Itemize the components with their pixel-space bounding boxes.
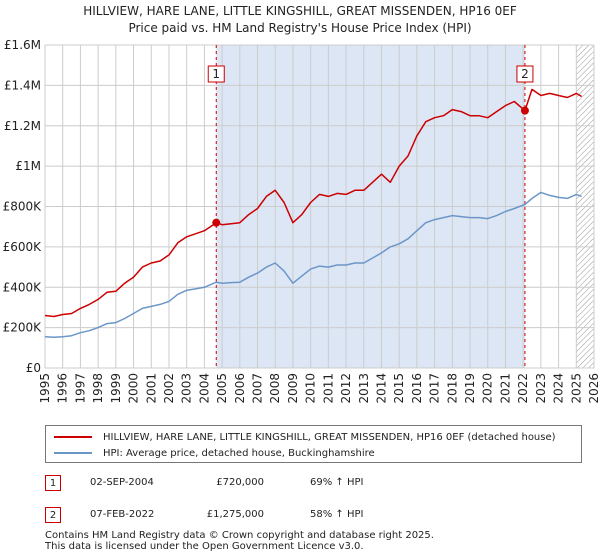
legend-swatch-hpi bbox=[54, 452, 92, 454]
x-tick-label: 2000 bbox=[127, 373, 141, 404]
x-tick-label: 2025 bbox=[569, 373, 583, 404]
price-chart: 1 2 £0 £200K £400K £600K £800K £1M £1.2M £1.4M £1… bbox=[3, 38, 600, 404]
y-tick-label: £1.2M bbox=[4, 119, 41, 133]
legend-label-hpi: HPI: Average price, detached house, Buck… bbox=[103, 447, 375, 459]
footer-licence: This data is licensed under the Open Gov… bbox=[45, 541, 364, 552]
x-tick-label: 2012 bbox=[339, 373, 353, 404]
y-tick-label: £0 bbox=[26, 361, 41, 375]
sale-label-number: 1 bbox=[212, 67, 220, 81]
x-tick-label: 2007 bbox=[251, 373, 265, 404]
x-tick-label: 2001 bbox=[144, 373, 158, 404]
y-tick-label: £600K bbox=[3, 240, 43, 254]
sale-point bbox=[212, 218, 221, 227]
x-tick-label: 2013 bbox=[357, 373, 371, 404]
x-tick-label: 2022 bbox=[516, 373, 530, 404]
x-tick-label: 2014 bbox=[374, 373, 388, 404]
sale-label-number: 2 bbox=[521, 67, 529, 81]
sale-hpi-change: 69% ↑ HPI bbox=[310, 477, 364, 488]
sale-date: 02-SEP-2004 bbox=[90, 477, 154, 488]
legend-item-property: HILLVIEW, HARE LANE, LITTLE KINGSHILL, G… bbox=[54, 429, 556, 445]
y-tick-label: £400K bbox=[3, 280, 43, 294]
legend: HILLVIEW, HARE LANE, LITTLE KINGSHILL, G… bbox=[45, 425, 582, 463]
footer-copyright: Contains HM Land Registry data © Crown c… bbox=[45, 530, 434, 541]
x-tick-label: 2002 bbox=[162, 373, 176, 404]
y-tick-label: £200K bbox=[3, 321, 43, 335]
sale-label-box bbox=[516, 65, 534, 83]
legend-swatch-property bbox=[54, 436, 92, 438]
x-tick-label: 2004 bbox=[197, 373, 211, 404]
y-tick-label: £1M bbox=[15, 159, 41, 173]
x-tick-label: 1996 bbox=[56, 373, 70, 404]
sale-date: 07-FEB-2022 bbox=[90, 509, 155, 520]
chart-title: HILLVIEW, HARE LANE, LITTLE KINGSHILL, G… bbox=[0, 3, 600, 37]
x-tick-label: 2020 bbox=[481, 373, 495, 404]
x-tick-label: 2009 bbox=[286, 373, 300, 404]
hpi-line bbox=[44, 191, 582, 339]
sale-price: £1,275,000 bbox=[206, 509, 264, 520]
x-tick-label: 2017 bbox=[428, 373, 442, 404]
x-tick-label: 2018 bbox=[445, 373, 459, 404]
x-tick-label: 2008 bbox=[268, 373, 282, 404]
x-tick-label: 1998 bbox=[91, 373, 105, 404]
x-tick-label: 2015 bbox=[392, 373, 406, 404]
x-tick-label: 2005 bbox=[215, 373, 229, 404]
x-tick-label: 2010 bbox=[304, 373, 318, 404]
sale-price: £720,000 bbox=[216, 477, 264, 488]
x-tick-label: 2003 bbox=[180, 373, 194, 404]
footer: Contains HM Land Registry data © Crown c… bbox=[45, 530, 434, 552]
x-tick-label: 2019 bbox=[463, 373, 477, 404]
title-line-2: Price paid vs. HM Land Registry's House … bbox=[128, 21, 472, 35]
sale-hpi-change: 58% ↑ HPI bbox=[310, 509, 364, 520]
y-tick-label: £1.4M bbox=[4, 78, 41, 92]
y-tick-label: £800K bbox=[3, 200, 43, 214]
legend-label-property: HILLVIEW, HARE LANE, LITTLE KINGSHILL, G… bbox=[103, 431, 556, 443]
x-tick-label: 1997 bbox=[73, 373, 87, 404]
legend-item-hpi: HPI: Average price, detached house, Buck… bbox=[54, 445, 375, 461]
title-line-1: HILLVIEW, HARE LANE, LITTLE KINGSHILL, G… bbox=[83, 4, 517, 18]
sale-point bbox=[520, 106, 529, 115]
y-tick-label: £1.6M bbox=[4, 38, 41, 52]
x-tick-label: 2026 bbox=[587, 373, 600, 404]
x-tick-label: 2016 bbox=[410, 373, 424, 404]
x-tick-label: 1995 bbox=[38, 373, 52, 404]
sale-label-box bbox=[207, 65, 225, 83]
x-tick-label: 2023 bbox=[534, 373, 548, 404]
x-tick-label: 2011 bbox=[321, 373, 335, 404]
sale-number-badge: 2 bbox=[45, 507, 61, 523]
sale-number-badge: 1 bbox=[45, 475, 61, 491]
x-tick-label: 2024 bbox=[552, 373, 566, 404]
x-tick-label: 1999 bbox=[109, 373, 123, 404]
property-price-line bbox=[44, 88, 582, 318]
x-tick-label: 2006 bbox=[233, 373, 247, 404]
x-tick-label: 2021 bbox=[498, 373, 512, 404]
